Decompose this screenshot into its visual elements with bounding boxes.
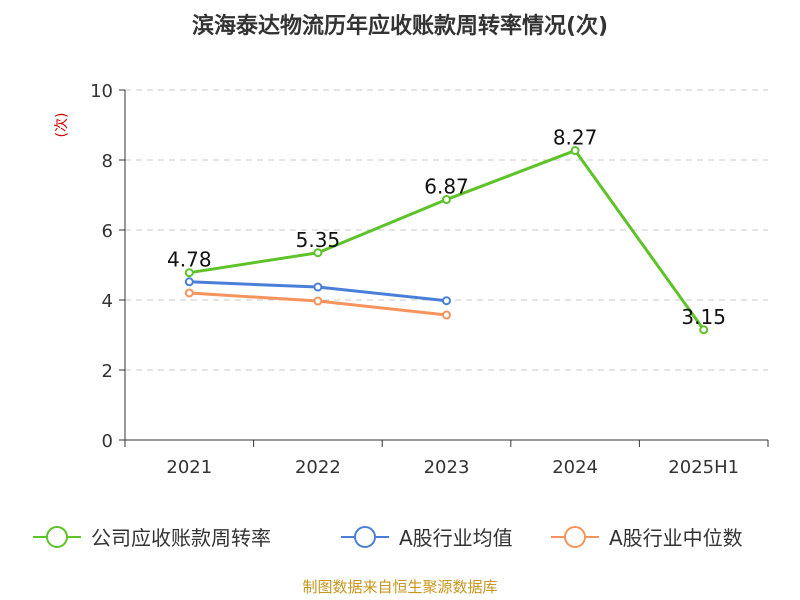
legend-marker xyxy=(354,526,376,548)
data-point xyxy=(313,296,323,306)
y-tick-label: 6 xyxy=(102,221,113,242)
x-tick-label: 2024 xyxy=(552,457,598,478)
x-tick-label: 2025H1 xyxy=(668,457,739,478)
data-point xyxy=(184,268,194,278)
y-tick-label: 0 xyxy=(102,431,113,452)
data-point xyxy=(313,282,323,292)
y-tick-label: 2 xyxy=(102,361,113,382)
data-point xyxy=(442,195,451,205)
source-note: 制图数据来自恒生聚源数据库 xyxy=(302,578,497,596)
legend: 公司应收账款周转率 A股行业均值 A股行业中位数 xyxy=(33,526,743,550)
data-labels: 4.78 5.35 6.87 8.27 3.15 xyxy=(167,126,726,329)
data-point xyxy=(442,310,451,320)
series-lines xyxy=(184,146,709,335)
chart-title: 滨海泰达物流历年应收账款周转率情况(次) xyxy=(192,13,608,39)
legend-label: 公司应收账款周转率 xyxy=(91,526,271,550)
data-label: 8.27 xyxy=(553,126,598,150)
data-label: 6.87 xyxy=(424,175,469,199)
data-label: 3.15 xyxy=(681,305,726,329)
y-axis: 0 2 4 6 8 10 xyxy=(90,81,126,452)
x-tick-label: 2023 xyxy=(424,457,470,478)
legend-label: A股行业中位数 xyxy=(609,526,743,550)
gridlines xyxy=(125,89,768,371)
y-axis-unit: (次) xyxy=(54,113,70,138)
data-point xyxy=(184,288,194,298)
data-point xyxy=(442,296,451,306)
data-point xyxy=(570,146,580,156)
y-tick-label: 4 xyxy=(102,291,113,312)
y-tick-label: 8 xyxy=(102,151,113,172)
x-tick-label: 2022 xyxy=(295,457,341,478)
data-label: 4.78 xyxy=(167,248,212,272)
legend-marker xyxy=(46,526,68,548)
y-tick-label: 10 xyxy=(90,81,113,102)
data-label: 5.35 xyxy=(296,228,341,252)
data-point xyxy=(184,277,194,287)
data-point xyxy=(699,325,709,335)
data-point xyxy=(313,248,323,258)
x-tick-label: 2021 xyxy=(166,457,212,478)
x-axis: 2021 2022 2023 2024 2025H1 xyxy=(124,439,769,478)
legend-marker xyxy=(564,526,586,548)
legend-label: A股行业均值 xyxy=(399,526,513,550)
